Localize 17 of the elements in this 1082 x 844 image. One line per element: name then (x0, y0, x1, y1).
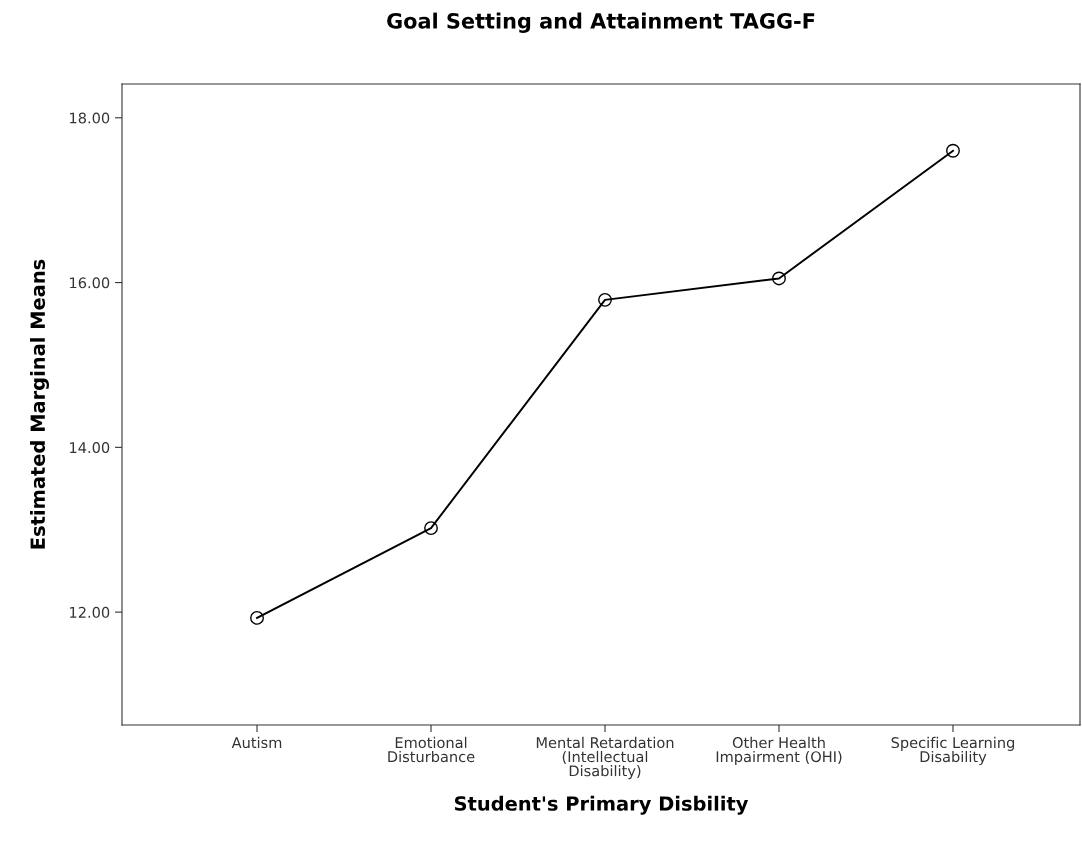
x-tick-label: Other Health Impairment (OHI) (716, 736, 842, 766)
y-tick-label: 18.00 (70, 112, 110, 124)
chart-title: Goal Setting and Attainment TAGG-F (387, 12, 815, 33)
x-tick-label: Autism (231, 736, 282, 749)
x-tick-label: Specific Learning Disability (891, 736, 1015, 766)
x-tick-label: Mental Retardation (Intellectual Disability) (536, 736, 674, 780)
point (772, 271, 786, 286)
y-tick-label: 12.00 (70, 606, 110, 618)
point (598, 292, 612, 307)
y-tick-label: 16.00 (70, 277, 110, 289)
x-axis-title: Student's Primary Disbility (454, 795, 749, 815)
point (424, 521, 438, 536)
point (250, 610, 264, 625)
y-tick-label: 14.00 (70, 442, 110, 454)
point (946, 143, 960, 158)
y-axis-title: Estimated Marginal Means (30, 259, 49, 549)
x-tick-label: Emotional Disturbance (388, 736, 475, 763)
